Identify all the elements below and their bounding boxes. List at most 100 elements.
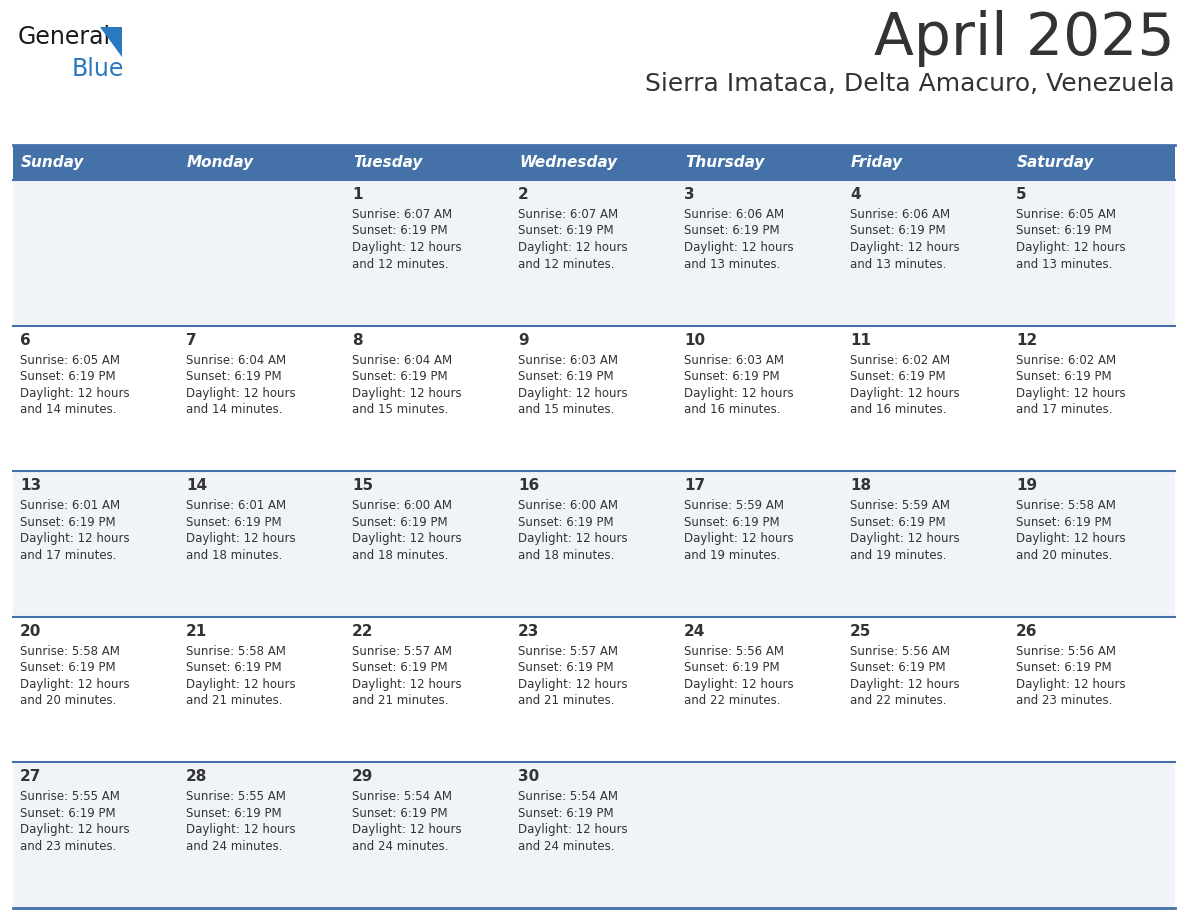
Text: Daylight: 12 hours: Daylight: 12 hours [849,532,960,545]
Text: 27: 27 [20,769,42,784]
Text: Sunrise: 6:06 AM: Sunrise: 6:06 AM [849,208,950,221]
Text: and 16 minutes.: and 16 minutes. [849,403,947,416]
Text: Saturday: Saturday [1017,155,1094,170]
Text: 3: 3 [684,187,695,202]
Text: Daylight: 12 hours: Daylight: 12 hours [20,386,129,399]
Text: 2: 2 [518,187,529,202]
Bar [345,763,511,908]
Text: Daylight: 12 hours: Daylight: 12 hours [1016,677,1125,691]
Text: Blue: Blue [72,57,125,81]
Bar [179,180,345,326]
Bar [1009,180,1175,326]
Text: Sunset: 6:19 PM: Sunset: 6:19 PM [684,370,779,383]
Text: and 24 minutes.: and 24 minutes. [187,840,283,853]
Bar [677,145,843,180]
Text: and 23 minutes.: and 23 minutes. [1016,694,1112,707]
Text: Sunrise: 6:03 AM: Sunrise: 6:03 AM [684,353,784,366]
Text: 21: 21 [187,624,207,639]
Bar [677,763,843,908]
Text: and 16 minutes.: and 16 minutes. [684,403,781,416]
Text: and 12 minutes.: and 12 minutes. [352,258,449,271]
Text: Daylight: 12 hours: Daylight: 12 hours [352,677,462,691]
Text: 13: 13 [20,478,42,493]
Text: Monday: Monday [187,155,254,170]
Bar [345,180,511,326]
Text: 12: 12 [1016,332,1037,348]
Text: Daylight: 12 hours: Daylight: 12 hours [518,241,627,254]
Text: Daylight: 12 hours: Daylight: 12 hours [352,241,462,254]
Text: Sunset: 6:19 PM: Sunset: 6:19 PM [20,807,115,820]
Text: Daylight: 12 hours: Daylight: 12 hours [187,823,296,836]
Text: and 24 minutes.: and 24 minutes. [518,840,614,853]
Text: Sunrise: 5:55 AM: Sunrise: 5:55 AM [20,790,120,803]
Text: Daylight: 12 hours: Daylight: 12 hours [849,386,960,399]
Text: Sunset: 6:19 PM: Sunset: 6:19 PM [352,516,448,529]
Text: 16: 16 [518,478,539,493]
Text: Sunrise: 5:59 AM: Sunrise: 5:59 AM [684,499,784,512]
Text: 22: 22 [352,624,373,639]
Text: Sunset: 6:19 PM: Sunset: 6:19 PM [1016,370,1112,383]
Bar [179,763,345,908]
Text: Sunrise: 6:02 AM: Sunrise: 6:02 AM [849,353,950,366]
Bar [843,145,1009,180]
Text: Daylight: 12 hours: Daylight: 12 hours [684,532,794,545]
Text: 19: 19 [1016,478,1037,493]
Text: and 21 minutes.: and 21 minutes. [518,694,614,707]
Text: Sierra Imataca, Delta Amacuro, Venezuela: Sierra Imataca, Delta Amacuro, Venezuela [645,72,1175,96]
Text: Daylight: 12 hours: Daylight: 12 hours [684,386,794,399]
Text: and 12 minutes.: and 12 minutes. [518,258,614,271]
Text: Sunrise: 5:59 AM: Sunrise: 5:59 AM [849,499,950,512]
Bar [843,617,1009,763]
Bar [179,617,345,763]
Text: and 22 minutes.: and 22 minutes. [684,694,781,707]
Text: Sunrise: 5:56 AM: Sunrise: 5:56 AM [1016,644,1116,658]
Text: 15: 15 [352,478,373,493]
Bar [511,326,677,471]
Text: Sunset: 6:19 PM: Sunset: 6:19 PM [518,807,614,820]
Text: Sunset: 6:19 PM: Sunset: 6:19 PM [1016,225,1112,238]
Text: General: General [18,25,112,49]
Text: Sunset: 6:19 PM: Sunset: 6:19 PM [352,807,448,820]
Bar [843,763,1009,908]
Text: Sunrise: 6:01 AM: Sunrise: 6:01 AM [187,499,286,512]
Text: 17: 17 [684,478,706,493]
Text: 4: 4 [849,187,860,202]
Text: 26: 26 [1016,624,1037,639]
Text: Sunset: 6:19 PM: Sunset: 6:19 PM [684,516,779,529]
Text: Daylight: 12 hours: Daylight: 12 hours [518,677,627,691]
Text: and 18 minutes.: and 18 minutes. [518,549,614,562]
Text: Sunrise: 6:04 AM: Sunrise: 6:04 AM [187,353,286,366]
Text: Daylight: 12 hours: Daylight: 12 hours [20,677,129,691]
Text: Sunset: 6:19 PM: Sunset: 6:19 PM [1016,516,1112,529]
Text: and 13 minutes.: and 13 minutes. [684,258,781,271]
Text: Sunrise: 6:00 AM: Sunrise: 6:00 AM [518,499,618,512]
Text: and 21 minutes.: and 21 minutes. [187,694,283,707]
Text: Sunset: 6:19 PM: Sunset: 6:19 PM [849,516,946,529]
Text: Daylight: 12 hours: Daylight: 12 hours [1016,532,1125,545]
Text: and 21 minutes.: and 21 minutes. [352,694,449,707]
Bar [1009,326,1175,471]
Text: 25: 25 [849,624,871,639]
Bar [511,617,677,763]
Text: Sunset: 6:19 PM: Sunset: 6:19 PM [352,661,448,675]
Text: Friday: Friday [851,155,903,170]
Text: Sunset: 6:19 PM: Sunset: 6:19 PM [518,370,614,383]
Text: and 13 minutes.: and 13 minutes. [1016,258,1112,271]
Bar [1009,471,1175,617]
Text: Sunday: Sunday [21,155,84,170]
Text: Sunrise: 5:54 AM: Sunrise: 5:54 AM [518,790,618,803]
Bar [511,180,677,326]
Text: 18: 18 [849,478,871,493]
Text: Daylight: 12 hours: Daylight: 12 hours [849,241,960,254]
Text: Sunset: 6:19 PM: Sunset: 6:19 PM [20,516,115,529]
Text: Sunset: 6:19 PM: Sunset: 6:19 PM [684,661,779,675]
Bar [345,471,511,617]
Text: and 19 minutes.: and 19 minutes. [684,549,781,562]
Text: 23: 23 [518,624,539,639]
Bar [1009,145,1175,180]
Text: Daylight: 12 hours: Daylight: 12 hours [518,386,627,399]
Text: Sunset: 6:19 PM: Sunset: 6:19 PM [849,661,946,675]
Bar [179,471,345,617]
Text: and 18 minutes.: and 18 minutes. [352,549,448,562]
Bar [179,145,345,180]
